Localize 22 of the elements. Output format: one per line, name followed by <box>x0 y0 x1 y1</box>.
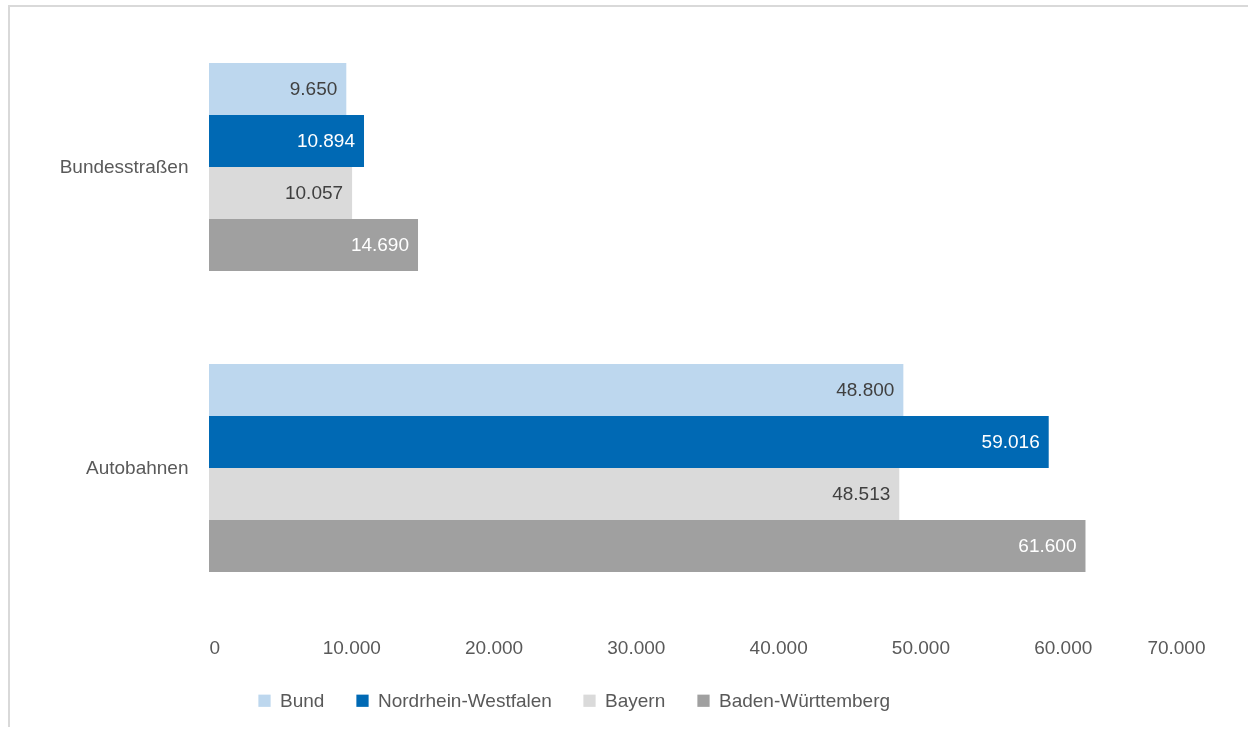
data-label: 10.057 <box>284 182 344 204</box>
x-tick-label: 30.000 <box>607 636 666 658</box>
x-tick-label: 60.000 <box>1034 636 1093 658</box>
x-tick-label: 10.000 <box>322 636 381 658</box>
data-label: 9.650 <box>289 78 338 100</box>
data-label: 10.894 <box>296 130 356 152</box>
x-tick-label: 70.000 <box>1147 636 1206 658</box>
x-tick-label: 50.000 <box>891 636 950 658</box>
x-tick-label: 20.000 <box>465 636 524 658</box>
x-tick-label: 40.000 <box>749 636 808 658</box>
data-label: 61.600 <box>1018 534 1077 556</box>
data-label: 48.513 <box>832 482 891 504</box>
legend-label: Bund <box>280 689 325 711</box>
legend-label: Nordrhein-Westfalen <box>378 689 552 711</box>
data-label: 59.016 <box>981 430 1040 452</box>
data-label: 14.690 <box>350 234 410 256</box>
y-tick-label: Autobahnen <box>86 456 189 478</box>
legend-label: Baden-Württemberg <box>719 689 891 711</box>
y-tick-label: Bundesstraßen <box>59 156 189 178</box>
legend-label: Bayern <box>605 689 666 711</box>
data-label: 48.800 <box>836 378 895 400</box>
x-tick-label: 0 <box>209 636 221 658</box>
